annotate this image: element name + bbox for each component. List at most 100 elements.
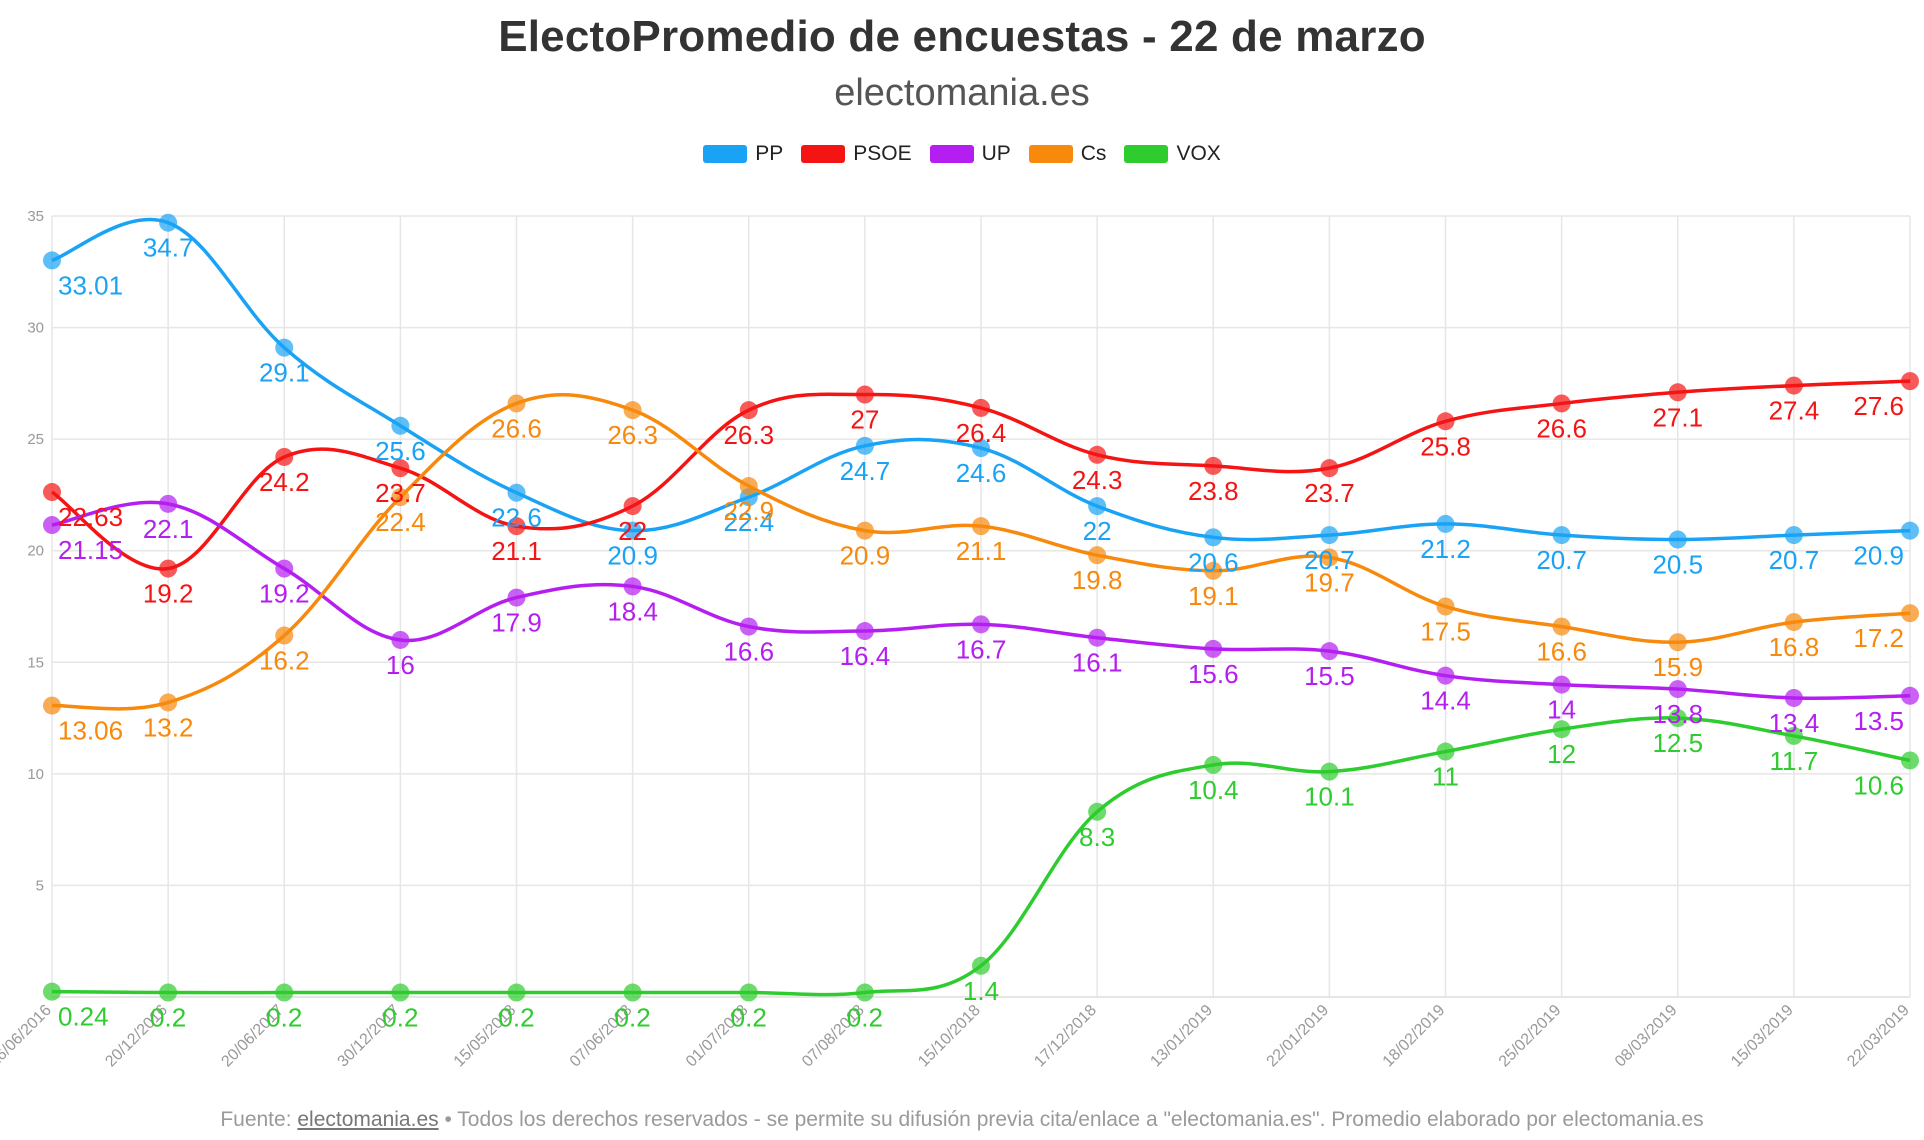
data-point-up bbox=[1088, 628, 1107, 647]
data-label-vox: 10.6 bbox=[1853, 770, 1904, 800]
series-line-pp bbox=[51, 217, 1911, 542]
data-label-cs: 22.4 bbox=[375, 507, 426, 537]
x-tick-label: 17/12/2018 bbox=[1031, 1002, 1100, 1071]
data-point-vox bbox=[1552, 720, 1571, 739]
data-point-cs bbox=[43, 696, 61, 715]
data-point-vox bbox=[43, 982, 61, 1001]
data-label-cs: 16.2 bbox=[259, 646, 310, 676]
data-point-pp bbox=[159, 213, 178, 232]
data-label-vox: 10.4 bbox=[1188, 775, 1239, 805]
data-label-pp: 22.6 bbox=[491, 503, 542, 533]
x-tick-label: 08/03/2019 bbox=[1612, 1002, 1681, 1071]
data-label-psoe: 22 bbox=[618, 516, 647, 546]
data-label-cs: 26.6 bbox=[491, 413, 542, 443]
data-point-psoe bbox=[855, 385, 874, 404]
data-label-up: 13.4 bbox=[1769, 708, 1820, 738]
data-point-psoe bbox=[1088, 445, 1107, 464]
chart-title: ElectoPromedio de encuestas - 22 de marz… bbox=[498, 12, 1426, 61]
data-point-up bbox=[623, 577, 642, 596]
data-point-vox bbox=[1901, 751, 1919, 770]
data-label-psoe: 26.3 bbox=[723, 420, 774, 450]
data-point-up bbox=[159, 494, 178, 513]
data-label-up: 13.8 bbox=[1652, 699, 1703, 729]
data-label-pp: 29.1 bbox=[259, 358, 310, 388]
legend-item-cs[interactable]: Cs bbox=[1028, 142, 1106, 166]
data-label-psoe: 24.2 bbox=[259, 467, 310, 497]
chart-subtitle: electomania.es bbox=[834, 72, 1090, 114]
footer-site-link[interactable]: electomania.es bbox=[297, 1108, 439, 1131]
footer-rights: • Todos los derechos reservados - se per… bbox=[438, 1108, 1704, 1131]
x-tick-label: 25/02/2019 bbox=[1496, 1002, 1565, 1071]
y-tick-label: 5 bbox=[36, 877, 44, 894]
legend-label: PP bbox=[755, 142, 784, 165]
data-label-vox: 11.7 bbox=[1770, 746, 1819, 776]
data-label-vox: 12.5 bbox=[1652, 728, 1703, 758]
data-label-up: 14 bbox=[1547, 695, 1576, 725]
data-label-up: 22.1 bbox=[143, 514, 194, 544]
data-label-up: 16.1 bbox=[1072, 648, 1123, 678]
data-point-psoe bbox=[159, 559, 178, 578]
data-label-cs: 19.7 bbox=[1304, 567, 1355, 597]
series-line-psoe bbox=[51, 379, 1911, 571]
data-point-pp bbox=[1901, 521, 1919, 540]
data-point-up bbox=[1436, 666, 1455, 685]
legend-item-vox[interactable]: VOX bbox=[1124, 142, 1221, 166]
data-point-psoe bbox=[507, 517, 526, 536]
data-label-vox: 0.24 bbox=[58, 1002, 109, 1032]
data-point-cs bbox=[159, 693, 178, 712]
legend-item-up[interactable]: UP bbox=[929, 142, 1011, 166]
data-label-cs: 19.1 bbox=[1188, 581, 1239, 611]
data-point-up bbox=[1668, 680, 1687, 699]
data-label-vox: 0.2 bbox=[498, 1003, 534, 1033]
data-point-up bbox=[1901, 686, 1919, 705]
data-point-psoe bbox=[739, 401, 758, 420]
data-label-pp: 21.2 bbox=[1420, 534, 1471, 564]
grid: 5 10 15 20 25 30 35 bbox=[27, 208, 1911, 998]
data-label-up: 16.7 bbox=[956, 634, 1007, 664]
data-label-vox: 0.2 bbox=[150, 1003, 186, 1033]
legend-item-pp[interactable]: PP bbox=[703, 142, 783, 166]
data-point-psoe bbox=[972, 398, 990, 417]
data-label-pp: 33.01 bbox=[58, 270, 123, 300]
data-label-vox: 0.2 bbox=[382, 1003, 418, 1033]
data-point-up bbox=[1320, 642, 1339, 661]
data-label-psoe: 27.4 bbox=[1769, 396, 1820, 426]
data-point-psoe bbox=[1320, 459, 1339, 478]
data-label-psoe: 23.8 bbox=[1188, 476, 1239, 506]
data-point-pp bbox=[391, 416, 410, 435]
data-point-psoe bbox=[1552, 394, 1571, 413]
data-point-up bbox=[1204, 639, 1223, 658]
legend-label: VOX bbox=[1176, 142, 1221, 165]
x-tick-label: 22/03/2019 bbox=[1844, 1002, 1913, 1071]
data-point-up bbox=[855, 622, 874, 641]
legend-item-psoe[interactable]: PSOE bbox=[801, 142, 912, 166]
chart-legend: PP PSOE UP Cs VOX bbox=[0, 142, 1924, 166]
data-label-vox: 8.3 bbox=[1079, 822, 1115, 852]
data-label-psoe: 27.1 bbox=[1652, 402, 1703, 432]
data-point-pp bbox=[623, 521, 642, 540]
data-label-up: 17.9 bbox=[491, 608, 542, 638]
y-tick-label: 20 bbox=[27, 543, 44, 560]
labels-vox: 0.24 0.2 0.2 0.2 0.2 0.2 0.2 0.2 1.4 8.3 10.4 10.1 1… bbox=[58, 728, 1904, 1032]
data-label-pp: 20.9 bbox=[607, 541, 658, 571]
data-label-vox: 0.2 bbox=[266, 1003, 302, 1033]
data-point-cs bbox=[1668, 633, 1687, 652]
data-label-cs: 13.2 bbox=[143, 712, 194, 742]
data-label-up: 16.6 bbox=[723, 637, 774, 667]
data-label-up: 16.4 bbox=[840, 641, 891, 671]
x-tick-label: 15/10/2018 bbox=[915, 1002, 984, 1071]
series-pp bbox=[43, 213, 1919, 549]
data-point-cs bbox=[1784, 613, 1803, 632]
data-label-up: 21.15 bbox=[58, 535, 123, 565]
x-tick-label: 13/01/2019 bbox=[1147, 1002, 1216, 1071]
data-point-pp bbox=[43, 251, 61, 270]
data-point-vox bbox=[159, 983, 178, 1002]
data-point-vox bbox=[623, 983, 642, 1002]
data-label-pp: 20.9 bbox=[1853, 541, 1904, 571]
data-point-vox bbox=[1668, 709, 1687, 728]
series-line-cs bbox=[51, 393, 1911, 711]
legend-swatch bbox=[703, 145, 748, 163]
y-tick-label: 10 bbox=[27, 766, 44, 783]
data-label-cs: 16.6 bbox=[1536, 637, 1587, 667]
